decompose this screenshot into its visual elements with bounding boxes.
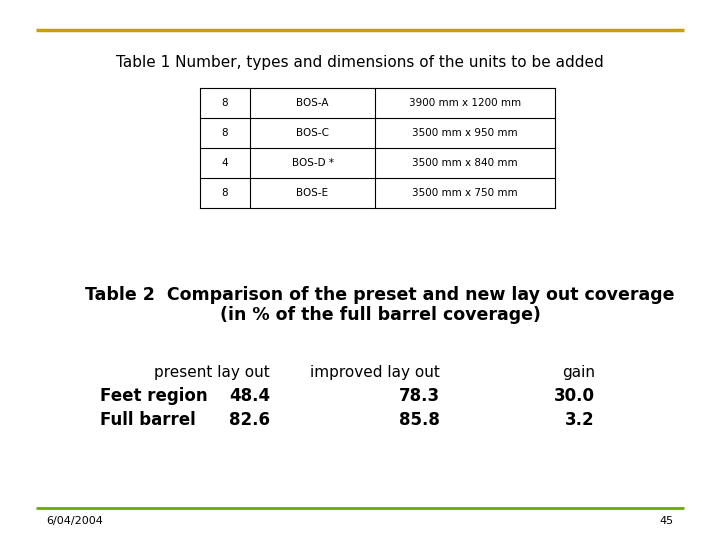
- Text: Full barrel: Full barrel: [100, 411, 196, 429]
- Text: 8: 8: [222, 98, 228, 108]
- Text: BOS-A: BOS-A: [296, 98, 329, 108]
- Text: 48.4: 48.4: [229, 387, 270, 405]
- Text: Table 1 Number, types and dimensions of the units to be added: Table 1 Number, types and dimensions of …: [116, 55, 604, 70]
- Text: 3500 mm x 950 mm: 3500 mm x 950 mm: [412, 128, 518, 138]
- Text: 30.0: 30.0: [554, 387, 595, 405]
- Text: 4: 4: [222, 158, 228, 168]
- Text: BOS-D *: BOS-D *: [292, 158, 333, 168]
- Text: 8: 8: [222, 188, 228, 198]
- Text: 82.6: 82.6: [229, 411, 270, 429]
- Text: Table 2  Comparison of the preset and new lay out coverage
(in % of the full bar: Table 2 Comparison of the preset and new…: [85, 286, 675, 325]
- Text: 78.3: 78.3: [399, 387, 440, 405]
- Text: 6/04/2004: 6/04/2004: [46, 516, 103, 526]
- Text: 8: 8: [222, 128, 228, 138]
- Text: Feet region: Feet region: [100, 387, 207, 405]
- Text: 45: 45: [660, 516, 674, 526]
- Text: 3900 mm x 1200 mm: 3900 mm x 1200 mm: [409, 98, 521, 108]
- Text: 3500 mm x 840 mm: 3500 mm x 840 mm: [412, 158, 518, 168]
- Text: BOS-C: BOS-C: [296, 128, 329, 138]
- Text: 3500 mm x 750 mm: 3500 mm x 750 mm: [412, 188, 518, 198]
- Text: gain: gain: [562, 364, 595, 380]
- Text: 85.8: 85.8: [399, 411, 440, 429]
- Text: BOS-E: BOS-E: [297, 188, 328, 198]
- Text: improved lay out: improved lay out: [310, 364, 440, 380]
- Text: 3.2: 3.2: [565, 411, 595, 429]
- Text: present lay out: present lay out: [154, 364, 270, 380]
